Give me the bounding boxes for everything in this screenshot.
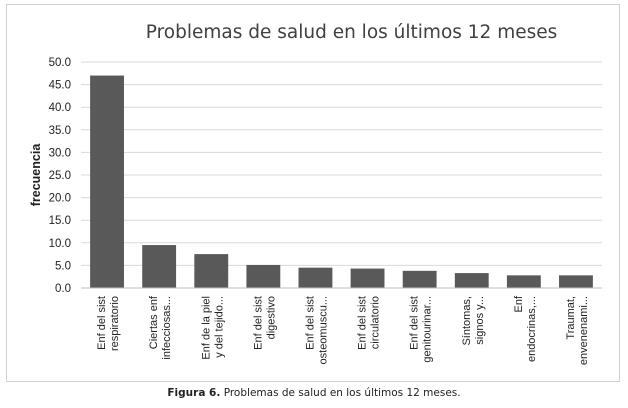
x-tick-label: Ciertas enfinfecciosas...	[148, 295, 173, 360]
figure-caption-label: Figura 6.	[167, 387, 221, 399]
x-tick-label: Enf del sistosteomuscu...	[304, 296, 329, 364]
x-tick-label-line: respiratorio	[109, 296, 121, 351]
bar	[402, 270, 437, 288]
y-tick-label: 45.0	[49, 80, 71, 92]
x-tick-label: Traumat,envenenami...	[565, 296, 590, 365]
x-tick-label-line: Enf	[513, 295, 525, 312]
y-tick-label: 25.0	[49, 170, 71, 182]
x-tick-label: Enf del sistrespiratorio	[96, 296, 121, 351]
bar	[559, 275, 593, 288]
bar	[194, 254, 229, 288]
y-tick-label: 20.0	[49, 193, 71, 205]
bar	[506, 275, 541, 288]
bar	[246, 264, 281, 288]
chart-title: Problemas de salud en los últimos 12 mes…	[146, 22, 558, 43]
y-tick-label: 0.0	[55, 283, 71, 295]
x-tick-label-line: digestivo	[265, 296, 277, 339]
x-tick-label: Enf del sistgenitourinar...	[409, 296, 434, 363]
chart: Problemas de salud en los últimos 12 mes…	[29, 22, 602, 365]
x-tick-label-line: Enf del sist	[304, 296, 316, 350]
bar	[454, 273, 489, 288]
y-tick-label: 35.0	[49, 125, 71, 137]
x-tick-label-line: Síntomas,	[461, 296, 473, 346]
y-axis-label: frecuencia	[29, 143, 43, 207]
bar	[350, 268, 385, 288]
x-tick-label: Enf de la piely del tejido...	[200, 296, 225, 360]
x-tick-label: Síntomas,signos y...	[461, 296, 486, 346]
x-tick-label-line: Enf de la piel	[200, 296, 212, 360]
x-tick-label-line: genitourinar...	[422, 296, 434, 363]
x-tick-label-line: Ciertas enf	[148, 295, 160, 349]
y-tick-label: 5.0	[55, 260, 71, 272]
bar	[90, 75, 124, 288]
x-tick-label-line: Traumat,	[565, 296, 577, 340]
x-tick-label-line: Enf del sist	[252, 296, 264, 350]
bar	[298, 267, 333, 288]
x-tick-label: Enfendocrinas,...	[513, 295, 538, 362]
x-tick-label-line: envenenami...	[578, 296, 590, 365]
x-tick-label: Enf del sistcirculatorio	[357, 296, 382, 350]
x-tick-label-line: osteomuscu...	[317, 296, 329, 364]
y-tick-label: 40.0	[49, 102, 71, 114]
x-tick-label-line: y del tejido...	[213, 296, 225, 358]
x-tick-label: Enf del sistdigestivo	[252, 296, 277, 350]
y-tick-label: 15.0	[49, 215, 71, 227]
y-tick-label: 30.0	[49, 147, 71, 159]
x-tick-label-line: endocrinas,...	[526, 296, 538, 362]
y-tick-label: 50.0	[49, 57, 71, 69]
bar	[142, 245, 177, 288]
figure-caption: Figura 6. Problemas de salud en los últi…	[0, 387, 628, 399]
x-tick-label-line: circulatorio	[370, 296, 382, 349]
x-tick-label-line: Enf del sist	[96, 296, 108, 350]
x-tick-label-line: infecciosas...	[161, 296, 173, 360]
x-tick-label-line: Enf del sist	[357, 296, 369, 350]
x-tick-label-line: signos y...	[474, 296, 486, 345]
figure-caption-text: Problemas de salud en los últimos 12 mes…	[223, 387, 461, 399]
x-tick-label-line: Enf del sist	[409, 296, 421, 350]
y-tick-label: 10.0	[49, 238, 71, 250]
